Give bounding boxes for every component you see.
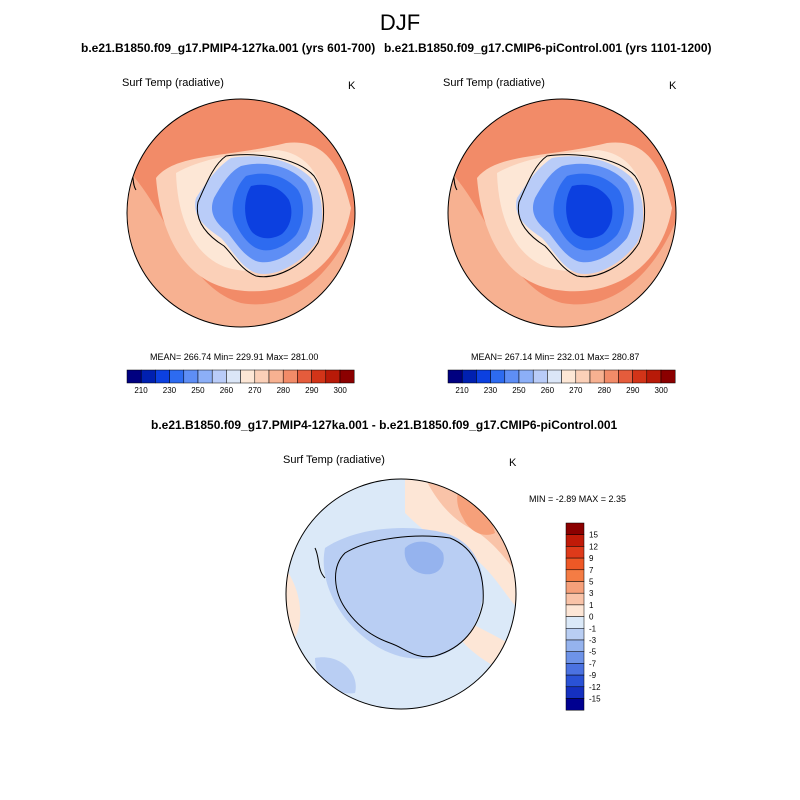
colorbar-diff-swatch (565, 616, 585, 629)
colorbar-diff: 15 12 9 7 5 3 1 0 -1 -3 -5 -7 -9 -12 -15 (565, 522, 601, 711)
colorbar-diff-swatch (565, 698, 585, 711)
colorbar-panel-1-swatch (268, 369, 284, 384)
map-diff (285, 478, 517, 710)
colorbar-panel-1-swatch (197, 369, 213, 384)
panel-2-units: K (669, 80, 677, 92)
colorbar-diff-tick-label: 15 (589, 531, 598, 540)
colorbar-panel-2-swatch (447, 369, 463, 384)
colorbar-diff-swatch (565, 546, 585, 559)
colorbar-panel-1-swatch (140, 369, 156, 384)
colorbar-panel-1-swatch (183, 369, 199, 384)
panel-2-title: b.e21.B1850.f09_g17.CMIP6-piControl.001 … (384, 41, 712, 55)
colorbar-panel-2-swatch (660, 369, 676, 384)
colorbar-panel-2-swatch (490, 369, 506, 384)
colorbar-panel-2-tick-label: 280 (598, 386, 612, 395)
colorbar-panel-1-swatch (254, 369, 270, 384)
colorbar-diff-tick-label: 1 (589, 601, 594, 610)
panel-2-stats: MEAN= 267.14 Min= 232.01 Max= 280.87 (471, 352, 640, 362)
colorbar-diff-swatch (565, 639, 585, 652)
colorbar-diff-tick-label: -7 (589, 659, 597, 668)
colorbar-diff-swatch (565, 663, 585, 676)
colorbar-panel-2-swatch (476, 369, 491, 384)
colorbar-diff-swatch (565, 604, 585, 617)
colorbar-panel-2-tick-label: 300 (655, 386, 669, 395)
colorbar-panel-2-swatch (618, 369, 633, 384)
colorbar-panel-2-swatch (632, 369, 648, 384)
colorbar-panel-1-swatch (155, 369, 170, 384)
colorbar-diff-tick-label: 7 (589, 566, 594, 575)
colorbar-panel-2-tick-label: 270 (569, 386, 583, 395)
colorbar-panel-1-tick-label: 300 (334, 386, 348, 395)
colorbar-panel-2-swatch (461, 369, 477, 384)
colorbar-diff-tick-label: 5 (589, 578, 594, 587)
colorbar-panel-2-swatch (589, 369, 605, 384)
colorbar-panel-1-swatch (211, 369, 227, 384)
colorbar-panel-2-swatch (575, 369, 591, 384)
colorbar-diff-swatch (565, 628, 585, 641)
colorbar-panel-1-tick-label: 260 (220, 386, 234, 395)
colorbar-panel-2-swatch (561, 369, 577, 384)
panel-1-stats: MEAN= 266.74 Min= 229.91 Max= 281.00 (150, 352, 319, 362)
colorbar-panel-1-swatch (297, 369, 312, 384)
colorbar-panel-1: 210 230 250 260 270 280 290 300 (126, 369, 355, 395)
colorbar-panel-1-swatch (169, 369, 185, 384)
colorbar-panel-1-tick-label: 290 (305, 386, 319, 395)
panel-1-units: K (348, 80, 356, 92)
colorbar-panel-2-swatch (646, 369, 662, 384)
colorbar-diff-swatch (565, 534, 585, 547)
diff-title: b.e21.B1850.f09_g17.PMIP4-127ka.001 - b.… (151, 418, 618, 432)
colorbar-panel-2-tick-label: 210 (455, 386, 469, 395)
colorbar-panel-1-swatch (282, 369, 298, 384)
colorbar-panel-2-tick-label: 250 (512, 386, 526, 395)
colorbar-diff-swatch (565, 581, 585, 594)
colorbar-diff-swatch (565, 674, 585, 688)
map-panel-2 (447, 98, 677, 328)
season-title: DJF (379, 10, 421, 35)
colorbar-diff-tick-label: 3 (589, 589, 594, 598)
colorbar-diff-tick-label: -5 (589, 648, 597, 657)
colorbar-panel-1-tick-label: 250 (191, 386, 205, 395)
colorbar-panel-1-tick-label: 280 (277, 386, 291, 395)
colorbar-diff-tick-label: 12 (589, 542, 598, 551)
colorbar-panel-2-swatch (547, 369, 562, 384)
colorbar-panel-2-tick-label: 230 (484, 386, 498, 395)
colorbar-panel-1-swatch (126, 369, 142, 384)
colorbar-diff-swatch (565, 569, 585, 582)
panel-1-variable: Surf Temp (radiative) (122, 77, 224, 89)
colorbar-diff-tick-label: 0 (589, 613, 594, 622)
map-panel-1 (126, 98, 356, 328)
diff-units: K (509, 457, 517, 469)
panel-2-variable: Surf Temp (radiative) (443, 77, 545, 89)
colorbar-diff-tick-label: -12 (589, 683, 601, 692)
colorbar-panel-1-swatch (240, 369, 256, 384)
colorbar-diff-tick-label: -1 (589, 624, 597, 633)
colorbar-panel-1-swatch (311, 369, 327, 384)
colorbar-panel-1-tick-label: 210 (134, 386, 148, 395)
colorbar-diff-swatch (565, 522, 585, 535)
colorbar-diff-tick-label: 9 (589, 554, 594, 563)
colorbar-panel-1-tick-label: 230 (163, 386, 177, 395)
colorbar-diff-tick-label: -9 (589, 671, 597, 680)
panel-1-title: b.e21.B1850.f09_g17.PMIP4-127ka.001 (yrs… (81, 41, 376, 55)
colorbar-panel-1-swatch (226, 369, 241, 384)
colorbar-panel-1-swatch (339, 369, 355, 384)
colorbar-panel-2-swatch (518, 369, 534, 384)
colorbar-diff-swatch (565, 686, 585, 699)
diff-variable: Surf Temp (radiative) (283, 454, 385, 466)
colorbar-diff-swatch (565, 592, 585, 606)
colorbar-panel-1-tick-label: 270 (248, 386, 262, 395)
colorbar-panel-2-swatch (504, 369, 520, 384)
colorbar-panel-2-tick-label: 260 (541, 386, 555, 395)
diff-stats: MIN = -2.89 MAX = 2.35 (529, 494, 627, 504)
colorbar-diff-tick-label: -3 (589, 636, 597, 645)
colorbar-panel-2: 210 230 250 260 270 280 290 300 (447, 369, 676, 395)
colorbar-panel-2-swatch (603, 369, 619, 384)
colorbar-diff-swatch (565, 557, 585, 571)
colorbar-diff-tick-label: -15 (589, 695, 601, 704)
colorbar-panel-1-swatch (325, 369, 341, 384)
colorbar-panel-2-swatch (532, 369, 548, 384)
colorbar-panel-2-tick-label: 290 (626, 386, 640, 395)
colorbar-diff-swatch (565, 651, 585, 664)
